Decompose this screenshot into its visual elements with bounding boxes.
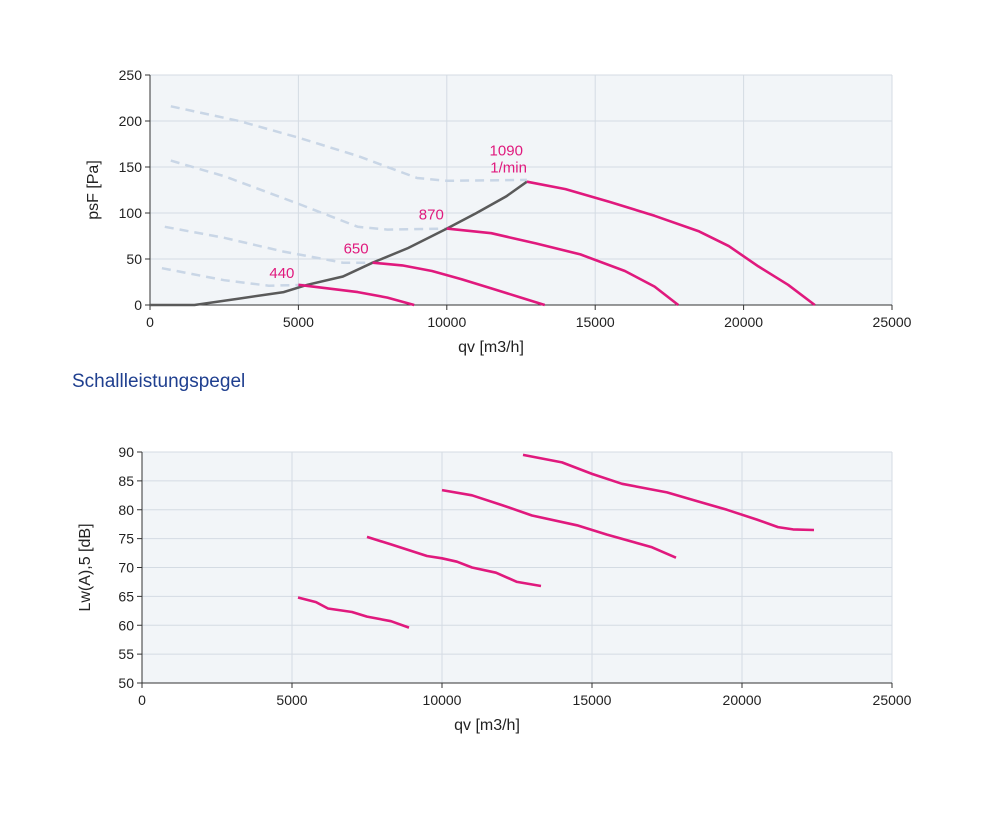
pressure-y-tick-label: 250	[119, 67, 143, 83]
sound-y-tick-label: 80	[118, 502, 134, 518]
sound-x-axis-label: qv [m3/h]	[454, 717, 520, 734]
sound-y-tick-label: 50	[118, 675, 134, 691]
pressure-chart: 0 5000 10000 15000 20000 25000 0 50 100 150 200 250…	[85, 67, 912, 356]
sound-curve-440	[297, 596, 410, 629]
pressure-curve-440	[298, 283, 415, 307]
sound-x-tick-label: 15000	[573, 692, 612, 708]
pressure-y-tick-label: 0	[134, 297, 142, 313]
pressure-plot-area	[150, 75, 892, 305]
sound-y-tick-label: 85	[118, 473, 134, 489]
sound-y-tick-label: 70	[118, 560, 134, 576]
sound-y-tick-label: 65	[118, 588, 134, 604]
sound-y-tick-label: 60	[118, 617, 134, 633]
sound-curve-1090	[522, 453, 815, 532]
sound-y-tick-label: 55	[118, 646, 134, 662]
pressure-y-tick-label: 150	[119, 159, 143, 175]
sound-x-tick-label: 10000	[423, 692, 462, 708]
section-title: Schallleistungspegel	[72, 371, 246, 392]
pressure-dashed-curve	[170, 105, 527, 183]
speed-label-650: 650	[344, 241, 369, 258]
speed-label-440: 440	[269, 265, 294, 282]
pressure-curve-1090	[526, 180, 816, 307]
sound-y-axis-label: Lw(A),5 [dB]	[77, 523, 94, 611]
pressure-x-axis-label: qv [m3/h]	[458, 339, 524, 356]
sound-y-tick-label: 90	[118, 444, 134, 460]
system-curve	[150, 180, 528, 307]
sound-y-tick-label: 75	[118, 531, 134, 547]
pressure-x-tick-label: 20000	[724, 314, 763, 330]
pressure-curve-650	[372, 261, 546, 307]
speed-label-1090: 1090	[490, 143, 523, 160]
pressure-x-tick-label: 10000	[427, 314, 466, 330]
sound-x-tick-label: 20000	[723, 692, 762, 708]
speed-unit-label: 1/min	[490, 160, 527, 177]
sound-curve-650	[366, 535, 542, 588]
sound-x-tick-label: 25000	[873, 692, 912, 708]
pressure-y-tick-label: 200	[119, 113, 143, 129]
pressure-x-tick-label: 15000	[576, 314, 615, 330]
sound-x-tick-label: 0	[138, 692, 146, 708]
sound-x-tick-label: 5000	[276, 692, 307, 708]
pressure-y-tick-label: 50	[126, 251, 142, 267]
pressure-x-tick-label: 25000	[873, 314, 912, 330]
sound-power-chart: 0 5000 10000 15000 20000 25000 50 55 60 65 70 75 80 8…	[77, 444, 912, 734]
pressure-y-axis-label: psF [Pa]	[85, 160, 102, 220]
pressure-dashed-curve	[161, 266, 308, 287]
speed-label-870: 870	[419, 207, 444, 224]
sound-curve-870	[441, 488, 677, 559]
pressure-curve-870	[446, 227, 680, 307]
pressure-dashed-curve	[164, 225, 373, 264]
pressure-x-tick-label: 5000	[283, 314, 314, 330]
pressure-dashed-curve	[170, 159, 447, 231]
pressure-y-tick-label: 100	[119, 205, 143, 221]
pressure-x-tick-label: 0	[146, 314, 154, 330]
